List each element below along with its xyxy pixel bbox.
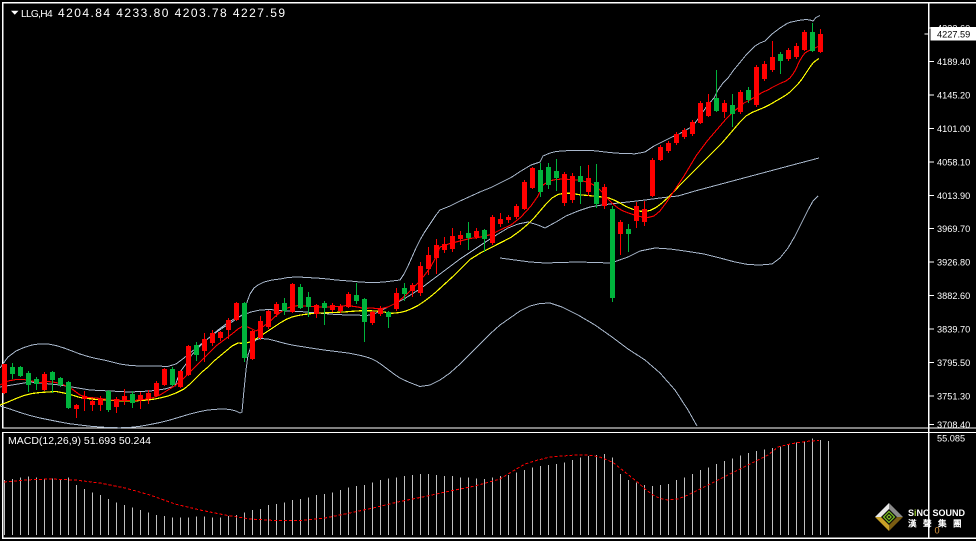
svg-text:4204.84 4233.80 4203.78 4227.5: 4204.84 4233.80 4203.78 4227.59 (58, 6, 286, 20)
svg-text:4227.59: 4227.59 (937, 29, 970, 39)
svg-text:3882.60: 3882.60 (937, 291, 970, 301)
svg-text:MACD(12,26,9) 51.693 50.244: MACD(12,26,9) 51.693 50.244 (8, 435, 151, 447)
svg-text:4058.10: 4058.10 (937, 157, 970, 167)
svg-text:4145.20: 4145.20 (937, 90, 970, 100)
svg-text:0: 0 (935, 526, 940, 536)
svg-text:3708.40: 3708.40 (937, 420, 970, 430)
svg-text:4189.40: 4189.40 (937, 57, 970, 67)
svg-text:4101.00: 4101.00 (937, 124, 970, 134)
svg-text:55.085: 55.085 (937, 434, 965, 444)
svg-text:3839.70: 3839.70 (937, 324, 970, 334)
svg-text:LLG,H4: LLG,H4 (21, 9, 53, 20)
svg-text:3795.50: 3795.50 (937, 358, 970, 368)
svg-text:3751.30: 3751.30 (937, 391, 970, 401)
svg-text:4013.90: 4013.90 (937, 191, 970, 201)
svg-text:漢聲集團: 漢聲集團 (908, 518, 968, 529)
svg-text:3969.70: 3969.70 (937, 224, 970, 234)
svg-text:SiNO SOUND: SiNO SOUND (908, 508, 966, 518)
svg-text:3926.80: 3926.80 (937, 257, 970, 267)
